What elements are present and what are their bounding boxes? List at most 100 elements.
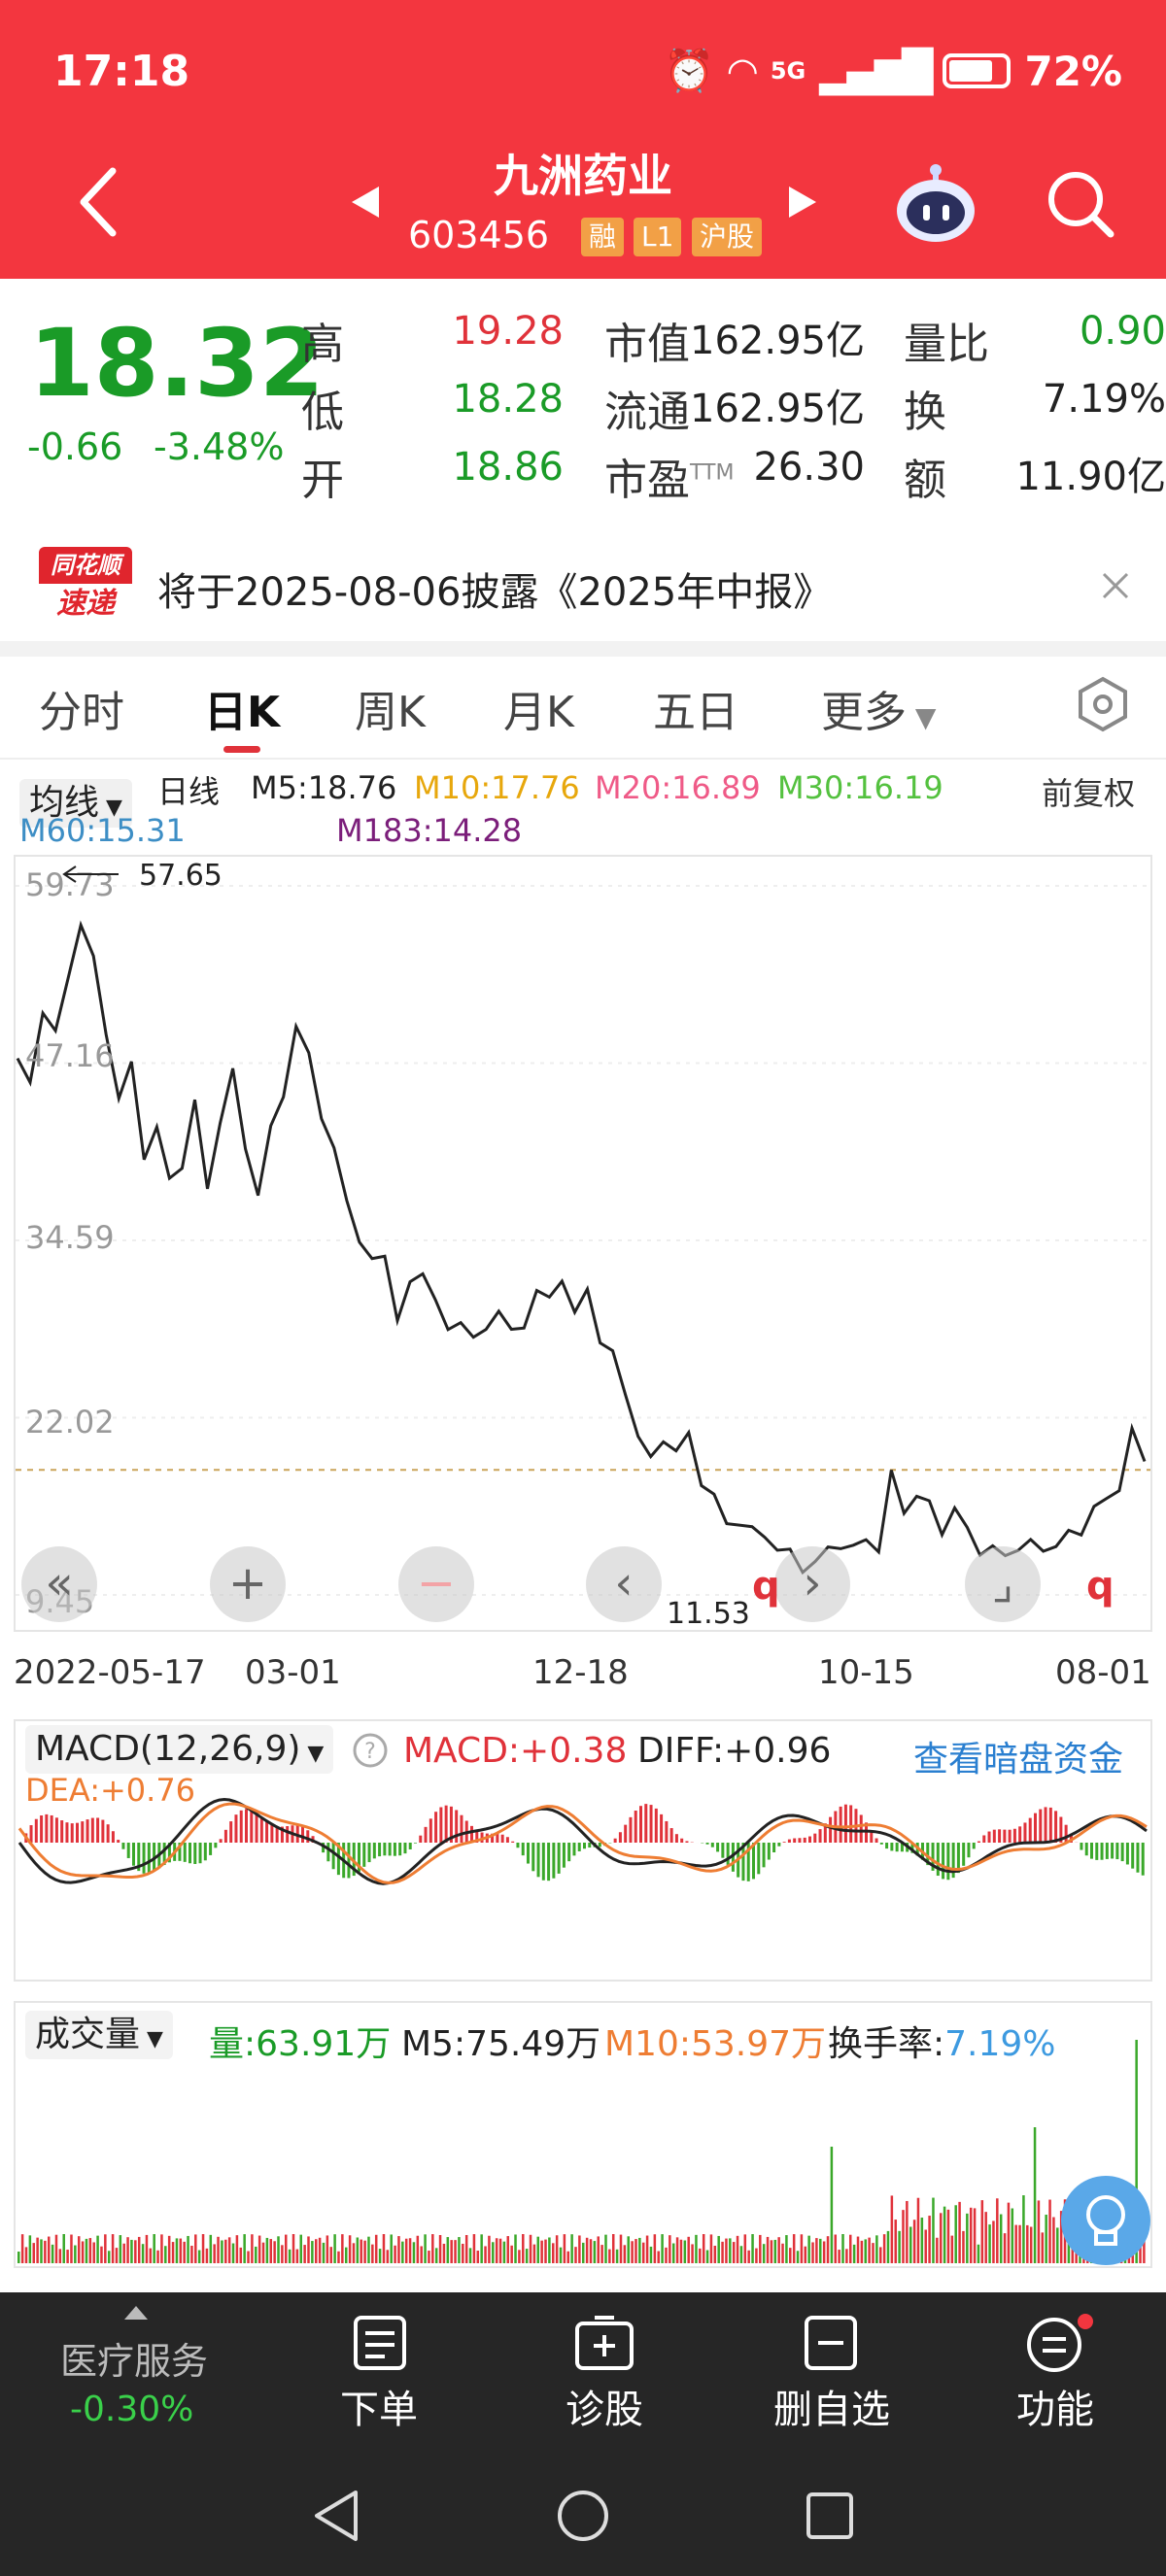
system-recents-icon[interactable]	[805, 2491, 855, 2541]
dark-pool-link[interactable]: 查看暗盘资金	[913, 1740, 1124, 1779]
tab-intraday[interactable]: 分时	[39, 688, 124, 737]
macd-bar	[829, 1816, 833, 1843]
zoom-out-button[interactable]: −	[398, 1546, 474, 1622]
value-mkt-cap: 162.95亿	[690, 319, 865, 363]
settings-hexagon-icon[interactable]	[1074, 675, 1132, 733]
volume-bar	[732, 2242, 736, 2263]
macd-selector[interactable]: MACD(12,26,9) ▼	[25, 1725, 334, 1774]
tab-weekly-k[interactable]: 周K	[355, 688, 426, 737]
volume-bar	[699, 2248, 702, 2263]
volume-bar	[337, 2251, 340, 2263]
macd-bar	[1054, 1811, 1058, 1843]
volume-bar	[898, 2230, 901, 2263]
volume-bar	[980, 2200, 984, 2263]
nav-order[interactable]: 下单	[340, 2388, 418, 2432]
volume-bar	[115, 2248, 119, 2263]
macd-bar	[1028, 1817, 1032, 1843]
search-icon[interactable]	[1045, 168, 1117, 241]
value-high: 19.28	[452, 309, 564, 354]
ytick-1: 47.16	[25, 1037, 115, 1074]
macd-bar	[424, 1826, 428, 1843]
macd-bar	[209, 1843, 213, 1855]
macd-bar	[101, 1819, 105, 1843]
volume-bar	[739, 2246, 743, 2263]
price-change-pct: -3.48%	[154, 425, 285, 468]
volume-bar	[657, 2251, 660, 2263]
macd-bar	[419, 1835, 423, 1843]
volume-bar	[239, 2247, 243, 2263]
volume-bar	[24, 2247, 28, 2263]
nav-function[interactable]: 功能	[1016, 2388, 1094, 2432]
volume-bar	[822, 2241, 826, 2263]
macd-bar	[245, 1809, 248, 1843]
back-icon[interactable]	[76, 163, 124, 241]
diff-line	[17, 1797, 1148, 1885]
ma-m30: M30:16.19	[777, 769, 943, 806]
event-marker-icon[interactable]: q	[1086, 1564, 1115, 1609]
kline-chart[interactable]	[14, 855, 1152, 1632]
volume-bar	[856, 2236, 860, 2263]
lightbulb-float-icon[interactable]	[1059, 2174, 1152, 2267]
volume-bar	[845, 2249, 848, 2263]
adjust-mode[interactable]: 前复权	[1042, 775, 1136, 812]
volume-bar	[669, 2235, 671, 2263]
scroll-left-button[interactable]: ‹	[586, 1546, 662, 1622]
volume-bar	[363, 2240, 366, 2263]
scroll-left-far-button[interactable]: «	[21, 1546, 97, 1622]
zoom-in-button[interactable]: +	[210, 1546, 286, 1622]
macd-panel[interactable]	[14, 1719, 1152, 1982]
fullscreen-button[interactable]: ⌟	[965, 1546, 1041, 1622]
macd-bar	[634, 1811, 637, 1843]
help-icon[interactable]: ?	[352, 1732, 389, 1769]
volume-bar	[235, 2235, 239, 2263]
volume-bar	[890, 2195, 894, 2263]
volume-bar	[464, 2234, 468, 2263]
prev-stock-icon[interactable]	[348, 183, 383, 221]
macd-bar	[183, 1843, 187, 1862]
volume-bar	[882, 2234, 886, 2263]
macd-bar	[885, 1843, 889, 1849]
event-marker-icon[interactable]: q	[752, 1564, 780, 1609]
macd-bar	[429, 1818, 432, 1843]
macd-bar	[491, 1833, 495, 1843]
next-stock-icon[interactable]	[785, 183, 820, 221]
volume-bar	[683, 2240, 687, 2263]
news-banner[interactable]: 同花顺 速递 将于2025-08-06披露《2025年中报》	[0, 529, 1166, 641]
volume-panel[interactable]	[14, 2001, 1152, 2268]
tab-more[interactable]: 更多 ▼	[821, 688, 937, 737]
diagnose-icon[interactable]	[573, 2314, 635, 2372]
close-icon[interactable]	[1098, 568, 1133, 603]
volume-bar	[781, 2243, 784, 2263]
nav-remove-watchlist[interactable]: 删自选	[773, 2388, 890, 2432]
volume-bar	[1003, 2233, 1007, 2263]
tab-five-day[interactable]: 五日	[653, 688, 738, 737]
macd-bar	[879, 1843, 883, 1845]
volume-bar	[160, 2234, 163, 2263]
volume-bar	[946, 2209, 950, 2263]
macd-bar	[967, 1843, 971, 1858]
robot-assistant-icon[interactable]	[892, 160, 979, 248]
volume-bar	[966, 2213, 969, 2263]
tab-monthly-k[interactable]: 月K	[503, 688, 574, 737]
scroll-right-button[interactable]: ›	[774, 1546, 850, 1622]
system-home-icon[interactable]	[556, 2489, 610, 2543]
volume-bar	[894, 2220, 897, 2263]
system-back-icon[interactable]	[311, 2487, 361, 2545]
volume-bar	[70, 2234, 73, 2263]
sector-name[interactable]: 医疗服务	[60, 2340, 209, 2383]
expand-up-icon[interactable]	[124, 2306, 148, 2320]
order-icon[interactable]	[352, 2314, 408, 2372]
tab-daily-k[interactable]: 日K	[204, 688, 281, 737]
function-menu-icon[interactable]	[1025, 2314, 1095, 2372]
volume-bar	[736, 2235, 739, 2263]
xtick-4: 08-01	[1055, 1653, 1151, 1692]
volume-bar	[257, 2235, 261, 2263]
remove-watchlist-icon[interactable]	[803, 2314, 859, 2372]
macd-bar	[167, 1843, 171, 1863]
volume-selector[interactable]: 成交量 ▼	[25, 2011, 173, 2059]
nav-diagnose[interactable]: 诊股	[566, 2388, 643, 2432]
macd-bar	[639, 1806, 642, 1843]
volume-bar	[458, 2237, 461, 2263]
ma-selector[interactable]: 均线 ▼	[19, 779, 132, 828]
volume-bar	[721, 2241, 724, 2263]
